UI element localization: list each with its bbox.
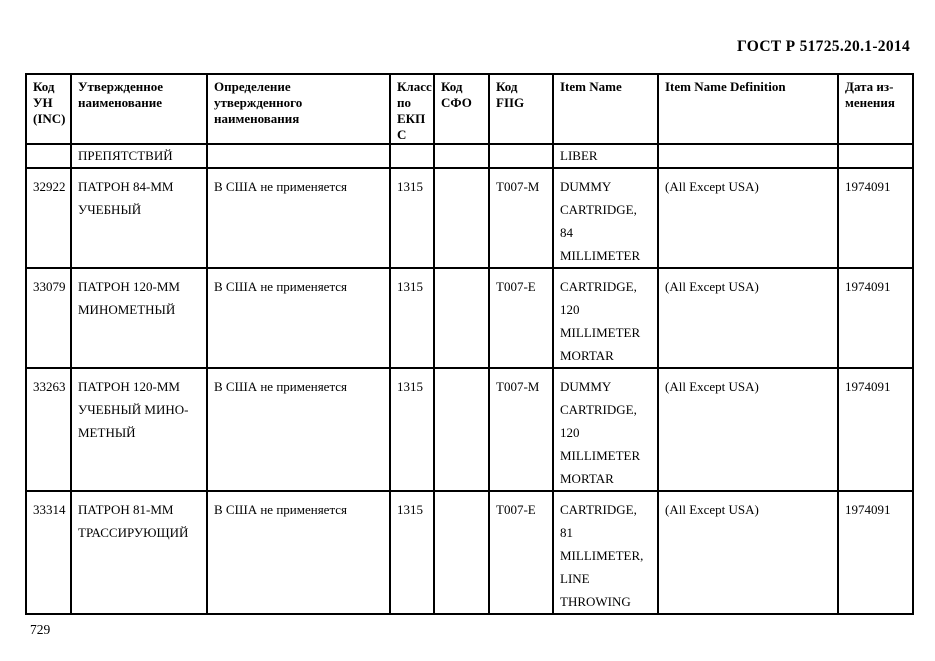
cell-definition: В США не применяется xyxy=(206,167,391,269)
cell-change-date: 1974091 xyxy=(837,167,914,269)
cell-approved-name: ПАТРОН 120-ММ УЧЕБНЫЙ МИНО- МЕТНЫЙ xyxy=(70,367,208,492)
cell-item-name: CARTRIDGE, 120 MILLIMETER MORTAR xyxy=(552,267,659,369)
cell-change-date: 1974091 xyxy=(837,367,914,492)
table-row-continuation: ПРЕПЯТСТВИЙ LIBER xyxy=(25,143,914,169)
cell-approved-name: ПРЕПЯТСТВИЙ xyxy=(70,143,208,169)
cell-ekps-class xyxy=(389,143,435,169)
cell-definition xyxy=(206,143,391,169)
cell-fiig-code: T007-M xyxy=(488,167,554,269)
cell-definition: В США не применяется xyxy=(206,490,391,615)
cell-inc-code: 33314 xyxy=(25,490,72,615)
column-header-inc-code: Код УН (INC) xyxy=(25,73,72,145)
cell-change-date: 1974091 xyxy=(837,267,914,369)
cell-item-name: CARTRIDGE, 81 MILLIMETER, LINE THROWING xyxy=(552,490,659,615)
cell-sfo-code xyxy=(433,490,490,615)
cell-inc-code: 33263 xyxy=(25,367,72,492)
table-header-row: Код УН (INC) Утвержденное наименование О… xyxy=(25,73,914,145)
cell-sfo-code xyxy=(433,267,490,369)
table-row: 33263 ПАТРОН 120-ММ УЧЕБНЫЙ МИНО- МЕТНЫЙ… xyxy=(25,367,914,492)
cell-fiig-code xyxy=(488,143,554,169)
column-header-fiig-code: Код FIIG xyxy=(488,73,554,145)
column-header-change-date: Дата из- менения xyxy=(837,73,914,145)
cell-item-name-definition: (All Except USA) xyxy=(657,490,839,615)
cell-fiig-code: T007-E xyxy=(488,267,554,369)
table-row: 33314 ПАТРОН 81-ММ ТРАССИРУЮЩИЙ В США не… xyxy=(25,490,914,615)
cell-definition: В США не применяется xyxy=(206,367,391,492)
cell-change-date: 1974091 xyxy=(837,490,914,615)
cell-approved-name: ПАТРОН 81-ММ ТРАССИРУЮЩИЙ xyxy=(70,490,208,615)
cell-item-name-definition: (All Except USA) xyxy=(657,267,839,369)
cell-ekps-class: 1315 xyxy=(389,490,435,615)
cell-fiig-code: T007-E xyxy=(488,490,554,615)
cell-approved-name: ПАТРОН 84-ММ УЧЕБНЫЙ xyxy=(70,167,208,269)
page-number: 729 xyxy=(30,622,51,637)
column-header-item-name-definition: Item Name Definition xyxy=(657,73,839,145)
column-header-ekps-class: Класс по ЕКП С xyxy=(389,73,435,145)
cell-ekps-class: 1315 xyxy=(389,167,435,269)
column-header-item-name: Item Name xyxy=(552,73,659,145)
cell-sfo-code xyxy=(433,167,490,269)
cell-item-name: DUMMY CARTRIDGE, 84 MILLIMETER xyxy=(552,167,659,269)
cell-sfo-code xyxy=(433,143,490,169)
cell-inc-code: 32922 xyxy=(25,167,72,269)
cell-inc-code xyxy=(25,143,72,169)
cell-item-name-definition: (All Except USA) xyxy=(657,167,839,269)
item-codes-table: Код УН (INC) Утвержденное наименование О… xyxy=(25,73,914,615)
cell-item-name: LIBER xyxy=(552,143,659,169)
cell-item-name: DUMMY CARTRIDGE, 120 MILLIMETER MORTAR xyxy=(552,367,659,492)
table-row: 32922 ПАТРОН 84-ММ УЧЕБНЫЙ В США не прим… xyxy=(25,167,914,269)
cell-ekps-class: 1315 xyxy=(389,267,435,369)
column-header-definition: Определение утвержденного наименования xyxy=(206,73,391,145)
cell-item-name-definition xyxy=(657,143,839,169)
cell-ekps-class: 1315 xyxy=(389,367,435,492)
standard-reference: ГОСТ Р 51725.20.1-2014 xyxy=(737,38,910,55)
cell-inc-code: 33079 xyxy=(25,267,72,369)
cell-fiig-code: T007-M xyxy=(488,367,554,492)
table-row: 33079 ПАТРОН 120-ММ МИНОМЕТНЫЙ В США не … xyxy=(25,267,914,369)
cell-item-name-definition: (All Except USA) xyxy=(657,367,839,492)
cell-approved-name: ПАТРОН 120-ММ МИНОМЕТНЫЙ xyxy=(70,267,208,369)
cell-sfo-code xyxy=(433,367,490,492)
column-header-approved-name: Утвержденное наименование xyxy=(70,73,208,145)
column-header-sfo-code: Код СФО xyxy=(433,73,490,145)
cell-definition: В США не применяется xyxy=(206,267,391,369)
cell-change-date xyxy=(837,143,914,169)
